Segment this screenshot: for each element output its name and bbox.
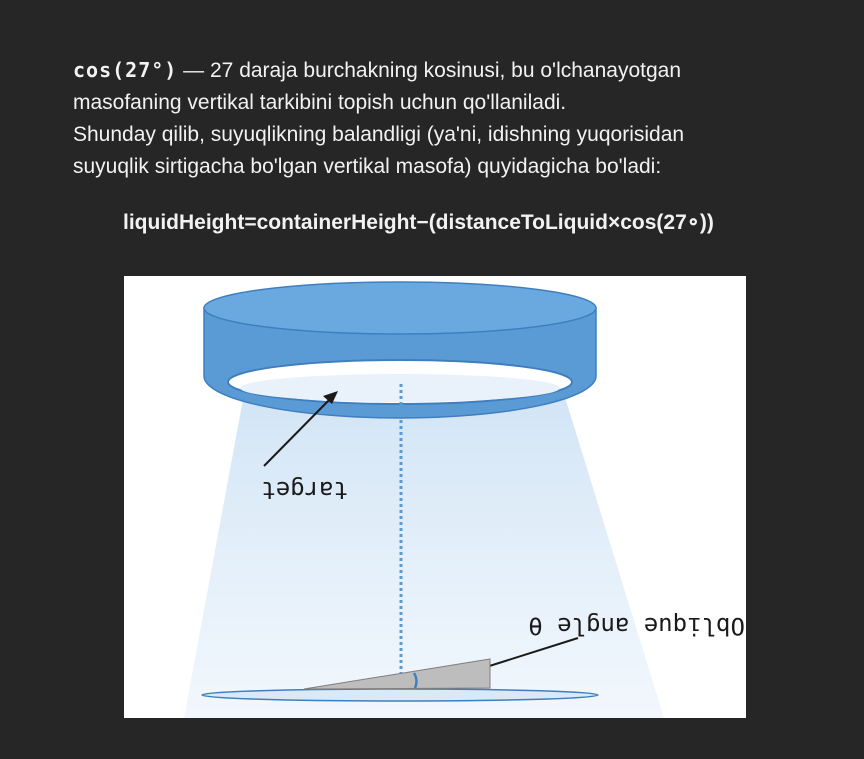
oblique-angle-wedge [303,658,491,690]
sensor-inner-shadow [240,374,560,402]
diagram-svg: target Oblique angle θ [184,281,745,718]
reflecting-plate [201,688,599,702]
liquid-height-formula: liquidHeight=containerHeight−(distanceTo… [123,211,714,234]
target-arrowhead [323,391,338,404]
sensor-ring-top [203,281,597,335]
explanation-line-1-rest: — 27 daraja burchakning kosinusi, bu o'l… [177,59,681,82]
angle-arc [412,672,418,689]
explanation-line-1: cos(27°) — 27 daraja burchakning kosinus… [73,54,793,87]
explanation-line-4: suyuqlik sirtigacha bo'lgan vertikal mas… [73,155,662,178]
explanation-text: cos(27°) — 27 daraja burchakning kosinus… [73,54,793,183]
beam-cone [184,394,664,718]
oblique-angle-label: Oblique angle θ [528,612,745,640]
target-label: target [261,476,348,504]
target-arrow-line [263,396,333,467]
explanation-line-3: Shunday qilib, suyuqlikning balandligi (… [73,123,685,146]
oblique-angle-diagram: target Oblique angle θ [124,276,746,718]
explanation-line-2: masofaning vertikal tarkibini topish uch… [73,91,567,114]
cos-code-term: cos(27°) [73,58,178,82]
